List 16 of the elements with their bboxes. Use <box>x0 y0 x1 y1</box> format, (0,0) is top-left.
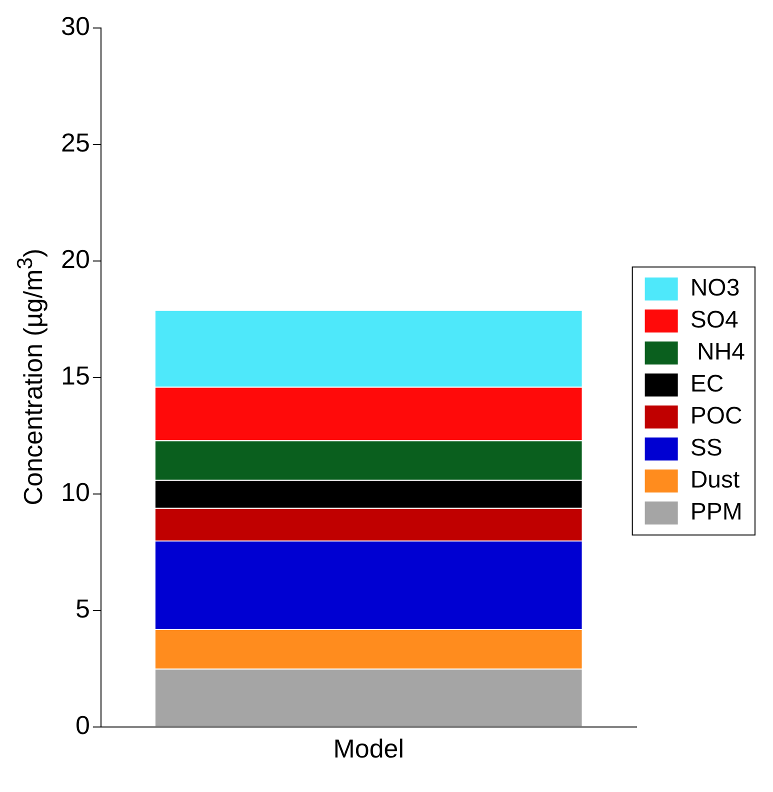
y-tick-label: 0 <box>75 710 90 740</box>
y-tick-label: 25 <box>61 128 90 158</box>
y-tick-label: 20 <box>61 244 90 274</box>
y-tick-label: 30 <box>61 11 90 42</box>
legend-label: NO3 <box>690 274 740 302</box>
legend-label: POC <box>690 402 742 430</box>
legend-label: SS <box>690 434 722 462</box>
y-tick-label: 15 <box>61 360 90 391</box>
y-tick-label: 10 <box>61 477 90 508</box>
legend-label: NH4 <box>690 338 746 366</box>
legend-label: PPM <box>690 498 742 526</box>
x-tick-label: Model <box>333 734 404 764</box>
legend-label: SO4 <box>690 306 738 334</box>
legend-label: Dust <box>690 466 740 494</box>
legend-label: EC <box>690 370 724 398</box>
y-tick-label: 5 <box>75 594 90 624</box>
